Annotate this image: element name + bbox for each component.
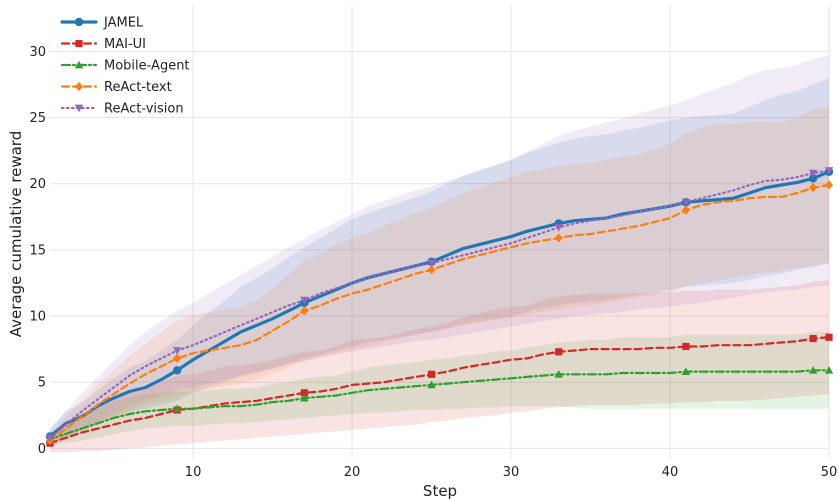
- y-tick-label: 25: [29, 111, 46, 126]
- y-tick-label: 10: [29, 310, 46, 325]
- y-tick-label: 0: [38, 442, 46, 457]
- x-tick-label: 40: [662, 465, 679, 480]
- legend-label-react-vision: ReAct-vision: [104, 102, 184, 117]
- legend-label-mobile-agent: Mobile-Agent: [104, 59, 190, 74]
- y-tick-label: 5: [38, 376, 46, 391]
- y-tick-label: 30: [29, 45, 46, 60]
- point-mai-ui: [682, 343, 689, 350]
- legend-label-mai-ui: MAI-UI: [104, 37, 146, 52]
- legend-marker-react-text: [75, 82, 83, 91]
- y-tick-label: 20: [29, 177, 46, 192]
- x-tick-label: 30: [503, 465, 520, 480]
- x-tick-label: 10: [185, 465, 202, 480]
- legend: JAMEL MAI-UI Mobile-Agent ReAct-text ReAct-v…: [62, 16, 190, 117]
- y-axis-label: Average cumulative reward: [7, 131, 25, 337]
- y-tick-label: 15: [29, 243, 46, 258]
- point-jamel: [173, 366, 181, 374]
- x-tick-label: 20: [344, 465, 361, 480]
- legend-marker-jamel: [75, 18, 83, 26]
- point-mai-ui: [810, 335, 817, 342]
- point-mai-ui: [825, 334, 832, 341]
- legend-marker-mai-ui: [75, 40, 82, 47]
- legend-label-react-text: ReAct-text: [104, 80, 172, 95]
- point-mai-ui: [428, 371, 435, 378]
- x-axis-label: Step: [423, 482, 457, 499]
- x-tick-label: 50: [821, 465, 838, 480]
- legend-label-jamel: JAMEL: [103, 16, 144, 31]
- point-mai-ui: [555, 348, 562, 355]
